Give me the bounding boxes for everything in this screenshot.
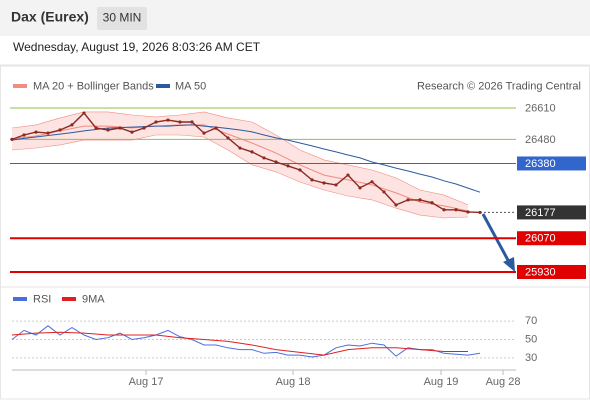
price-point (262, 156, 266, 160)
series-line (11, 124, 481, 193)
price-point (142, 126, 146, 130)
price-point (178, 120, 182, 124)
price-point (454, 208, 458, 212)
price-point (418, 198, 422, 202)
level-label: 26177 (525, 207, 556, 219)
level-label: 26070 (525, 233, 556, 245)
price-point (478, 210, 482, 215)
level-box (517, 231, 586, 246)
price-point (130, 130, 134, 134)
x-tick-label: Aug 28 (486, 376, 521, 388)
price-point (106, 128, 110, 132)
price-point (118, 126, 122, 130)
level-label: 26610 (525, 102, 556, 114)
legend-label: RSI (33, 293, 51, 305)
price-point (58, 128, 62, 132)
band-edge (11, 134, 469, 219)
price-point (430, 201, 434, 205)
panel: 26610 26480 26380 26177 26070 25930 (10, 102, 586, 279)
legend-swatch (62, 297, 76, 301)
x-tick-label: Aug 17 (129, 376, 164, 388)
legend-swatch (13, 84, 27, 88)
price-point (442, 208, 446, 212)
level-label: 26480 (525, 134, 556, 146)
price-point (382, 190, 386, 194)
level-label: 26380 (525, 158, 556, 170)
instrument-title: Dax (Eurex) (11, 9, 89, 25)
legend-swatch (156, 84, 170, 88)
y-tick-label: 50 (525, 333, 537, 345)
price-point (214, 126, 218, 130)
price-point (298, 168, 302, 172)
level-box (517, 156, 586, 171)
timestamp: Wednesday, August 19, 2026 8:03:26 AM CE… (13, 40, 261, 54)
bollinger-band (12, 111, 468, 218)
x-tick-label: Aug 19 (424, 376, 459, 388)
price-point (46, 131, 50, 135)
price-point (34, 130, 38, 134)
price-point (94, 126, 98, 130)
price-point (22, 133, 26, 137)
legend-label: MA 20 + Bollinger Bands (33, 80, 154, 92)
price-point (82, 111, 86, 115)
price-point (466, 210, 470, 214)
x-tick-label: Aug 18 (276, 376, 311, 388)
price-point (394, 203, 398, 207)
price-point (370, 180, 374, 184)
legend-label: MA 50 (175, 80, 206, 92)
legend-swatch (13, 297, 27, 301)
price-point (202, 131, 206, 135)
price-point (154, 120, 158, 124)
price-point (250, 150, 254, 154)
level-box (517, 264, 586, 279)
price-line (11, 112, 481, 214)
series-line (11, 331, 468, 356)
panel: 30 50 70 Aug 17 Aug 18 Aug 19 Aug 28 (11, 315, 537, 388)
band-edge (11, 111, 469, 206)
price-point (274, 160, 278, 164)
interval-badge[interactable] (97, 7, 147, 30)
price-point (190, 120, 194, 124)
price-point (226, 136, 230, 140)
y-tick-label: 70 (525, 315, 537, 327)
interval-label: 30 MIN (103, 11, 142, 25)
price-point (10, 137, 14, 141)
price-point (166, 118, 170, 122)
price-point (358, 186, 362, 190)
level-label: 25930 (525, 266, 556, 278)
y-tick-label: 30 (525, 352, 537, 364)
credit: Research © 2026 Trading Central (417, 80, 581, 92)
ma-20 (11, 124, 469, 212)
level-box (517, 205, 586, 220)
price-point (406, 198, 410, 202)
price-point (346, 173, 350, 177)
series-line (11, 325, 481, 358)
legend-label: 9MA (82, 293, 105, 305)
forecast-arrowhead (503, 257, 515, 272)
price-point (238, 146, 242, 150)
price-point (334, 183, 338, 187)
price-point (70, 123, 74, 127)
price-point (286, 164, 290, 168)
price-point (310, 178, 314, 182)
price-point (322, 181, 326, 185)
